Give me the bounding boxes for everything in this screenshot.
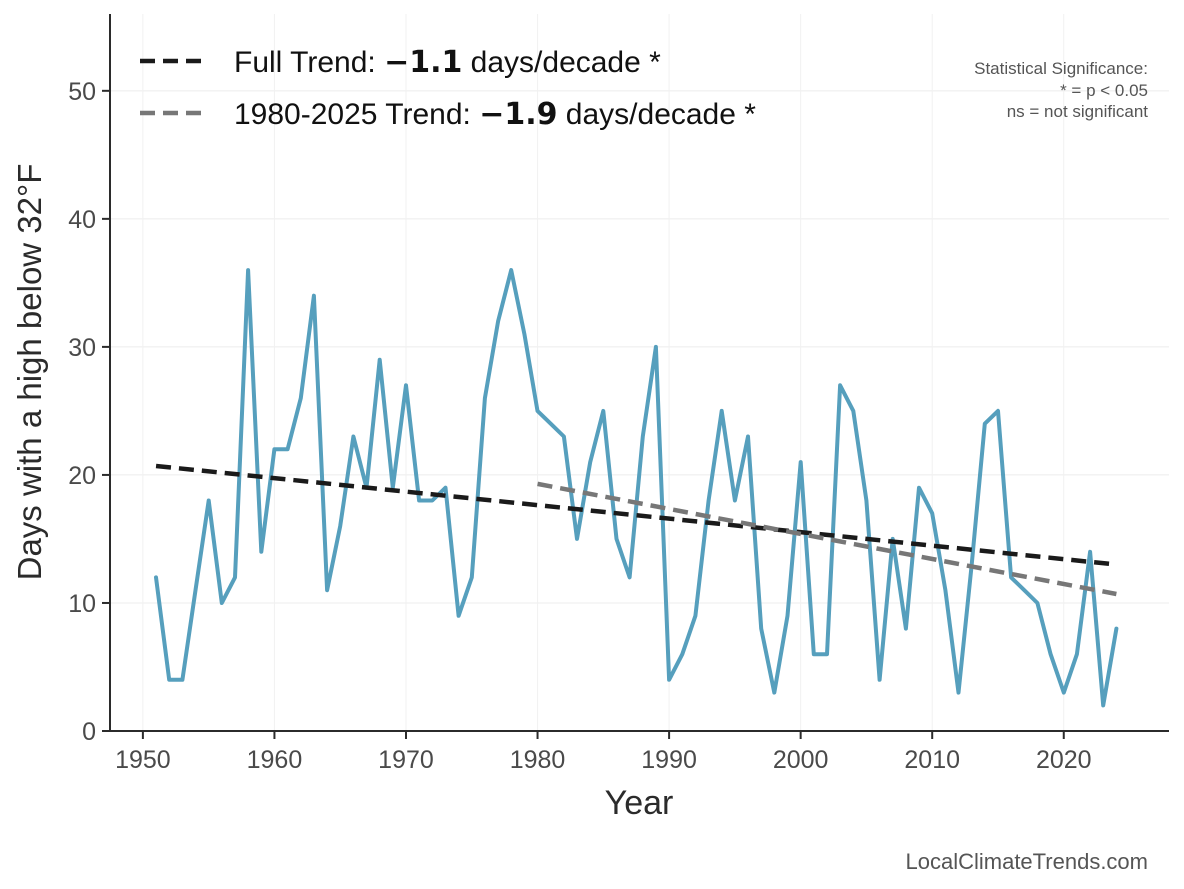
x-tick-label: 2010 (904, 746, 960, 774)
y-tick-label: 30 (68, 334, 96, 362)
significance-note: Statistical Significance: * = p < 0.05 n… (974, 59, 1148, 121)
y-ticks: 0 10 20 30 40 50 (68, 78, 110, 746)
x-tick-label: 1990 (641, 746, 697, 774)
x-ticks: 1950 1960 1970 1980 1990 2000 2010 2020 (115, 731, 1092, 774)
x-tick-label: 2020 (1036, 746, 1092, 774)
x-tick-label: 1960 (247, 746, 303, 774)
trend-lines-overlay (155, 463, 1117, 597)
y-tick-label: 50 (68, 78, 96, 106)
x-tick-label: 1950 (115, 746, 171, 774)
x-axis-title: Year (605, 784, 674, 822)
x-tick-label: 1980 (510, 746, 566, 774)
y-tick-label: 10 (68, 590, 96, 618)
legend-label-recent-trend: 1980-2025 Trend: −1.9 days/decade * (234, 97, 756, 132)
legend-label-full-trend: Full Trend: −1.1 days/decade * (234, 45, 661, 80)
legend: Full Trend: −1.1 days/decade * 1980-2025… (140, 45, 756, 132)
series-line-0 (154, 268, 1119, 708)
significance-note-ns: ns = not significant (1007, 102, 1149, 121)
grid-lines (110, 14, 1169, 732)
data-series (154, 268, 1119, 708)
y-axis-title: Days with a high below 32°F (11, 164, 48, 581)
significance-note-threshold: * = p < 0.05 (1060, 81, 1148, 100)
x-tick-label: 2000 (773, 746, 829, 774)
y-tick-label: 20 (68, 462, 96, 490)
recent-trend-line (537, 481, 1117, 597)
x-tick-label: 1970 (378, 746, 434, 774)
significance-note-title: Statistical Significance: (974, 59, 1148, 78)
source-credit: LocalClimateTrends.com (906, 849, 1149, 874)
y-tick-label: 40 (68, 206, 96, 234)
y-tick-label: 0 (82, 718, 96, 746)
